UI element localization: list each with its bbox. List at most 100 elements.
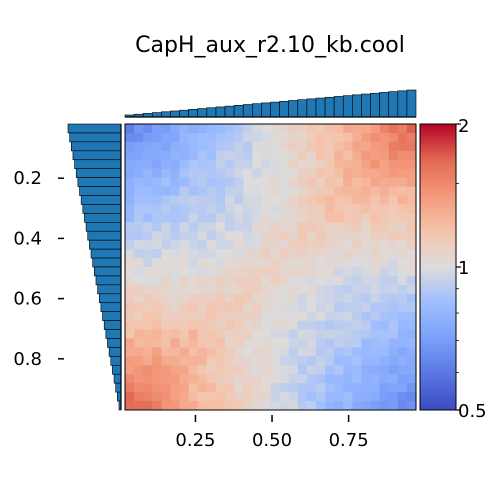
heatmap-cell bbox=[143, 168, 153, 179]
heatmap-cell bbox=[388, 320, 399, 330]
heatmap-cell bbox=[334, 311, 344, 322]
heatmap-cell bbox=[288, 338, 299, 348]
heatmap-cell bbox=[143, 302, 153, 313]
heatmap-cell bbox=[243, 177, 253, 187]
heatmap-cell bbox=[125, 150, 135, 161]
heatmap-cell bbox=[297, 311, 308, 322]
heatmap-cell bbox=[297, 401, 308, 411]
heatmap-cell bbox=[388, 195, 399, 205]
heatmap-cell bbox=[379, 222, 390, 232]
heatmap-cell bbox=[225, 374, 235, 384]
heatmap-cell bbox=[270, 141, 280, 152]
heatmap-cell bbox=[170, 222, 180, 232]
heatmap-cell bbox=[315, 338, 326, 348]
heatmap-cell bbox=[161, 222, 171, 232]
heatmap-cell bbox=[306, 195, 317, 205]
heatmap-cell bbox=[388, 383, 399, 393]
heatmap-cell bbox=[370, 213, 381, 223]
heatmap-cell bbox=[261, 249, 271, 259]
heatmap-cell bbox=[288, 320, 299, 330]
heatmap-cell bbox=[134, 249, 144, 259]
heatmap-cell bbox=[297, 141, 308, 152]
heatmap-cell bbox=[361, 124, 371, 134]
heatmap-cell bbox=[306, 186, 317, 196]
heatmap-cell bbox=[352, 267, 362, 277]
heatmap-cell bbox=[343, 293, 353, 304]
heatmap-cell bbox=[270, 356, 280, 366]
heatmap-cell bbox=[352, 383, 362, 393]
heatmap-cell bbox=[406, 168, 417, 179]
heatmap-cell bbox=[288, 222, 299, 232]
heatmap-cell bbox=[179, 132, 190, 143]
top-marginal-bar bbox=[352, 94, 362, 118]
heatmap-cell bbox=[352, 365, 362, 375]
heatmap-cell bbox=[297, 392, 308, 402]
heatmap-cell bbox=[343, 186, 353, 196]
heatmap-cell bbox=[370, 401, 381, 411]
heatmap-cell bbox=[288, 204, 299, 214]
heatmap-cell bbox=[334, 275, 344, 286]
heatmap-cell bbox=[343, 347, 353, 357]
heatmap-cell bbox=[197, 392, 208, 402]
heatmap-cell bbox=[161, 258, 171, 268]
heatmap-cell bbox=[161, 177, 171, 187]
heatmap-cell bbox=[234, 240, 244, 250]
heatmap-cell bbox=[334, 401, 344, 411]
heatmap-cell bbox=[334, 132, 344, 143]
heatmap-cell bbox=[406, 275, 417, 286]
heatmap-cell bbox=[279, 365, 290, 375]
heatmap-cell bbox=[143, 159, 153, 170]
heatmap-cell bbox=[370, 356, 381, 366]
heatmap-cell bbox=[288, 383, 299, 393]
heatmap-cell bbox=[225, 168, 235, 179]
heatmap-cell bbox=[361, 168, 371, 179]
heatmap-cell bbox=[134, 329, 144, 339]
heatmap-cell bbox=[188, 249, 199, 259]
heatmap-cell bbox=[334, 124, 344, 134]
heatmap-cell bbox=[297, 347, 308, 357]
heatmap-cell bbox=[243, 249, 253, 259]
heatmap-cell bbox=[252, 401, 262, 411]
heatmap-cell bbox=[306, 168, 317, 179]
x-tick-label: 0.25 bbox=[175, 430, 215, 451]
heatmap-cell bbox=[215, 275, 226, 286]
heatmap-cell bbox=[206, 222, 217, 232]
heatmap-cell bbox=[343, 275, 353, 286]
heatmap-cell bbox=[297, 159, 308, 170]
heatmap-cell bbox=[325, 267, 335, 277]
heatmap-cell bbox=[343, 329, 353, 339]
heatmap-cell bbox=[143, 231, 153, 241]
heatmap-cell bbox=[125, 302, 135, 313]
heatmap-cell bbox=[379, 365, 390, 375]
heatmap-cell bbox=[252, 347, 262, 357]
heatmap-cell bbox=[243, 293, 253, 304]
heatmap-cell bbox=[325, 159, 335, 170]
heatmap-cell bbox=[406, 284, 417, 295]
heatmap-cell bbox=[270, 186, 280, 196]
heatmap-cell bbox=[152, 159, 162, 170]
heatmap-cell bbox=[388, 392, 399, 402]
heatmap-cell bbox=[279, 159, 290, 170]
heatmap-cell bbox=[170, 302, 180, 313]
heatmap-cell bbox=[343, 302, 353, 313]
heatmap-cell bbox=[125, 329, 135, 339]
heatmap-cell bbox=[270, 329, 280, 339]
heatmap-cell bbox=[152, 284, 162, 295]
left-marginal-bar bbox=[70, 141, 122, 152]
heatmap-cell bbox=[152, 204, 162, 214]
heatmap-cell bbox=[243, 365, 253, 375]
heatmap-cell bbox=[197, 124, 208, 134]
heatmap-cell bbox=[234, 222, 244, 232]
heatmap-cell bbox=[188, 150, 199, 161]
heatmap-cell bbox=[215, 302, 226, 313]
heatmap-cell bbox=[397, 293, 408, 304]
heatmap-cell bbox=[215, 338, 226, 348]
heatmap-cell bbox=[225, 258, 235, 268]
heatmap-cell bbox=[161, 249, 171, 259]
heatmap-cell bbox=[134, 258, 144, 268]
heatmap-cell bbox=[315, 141, 326, 152]
heatmap-cell bbox=[170, 338, 180, 348]
heatmap-cell bbox=[406, 141, 417, 152]
heatmap-cell bbox=[170, 240, 180, 250]
heatmap-cell bbox=[215, 240, 226, 250]
